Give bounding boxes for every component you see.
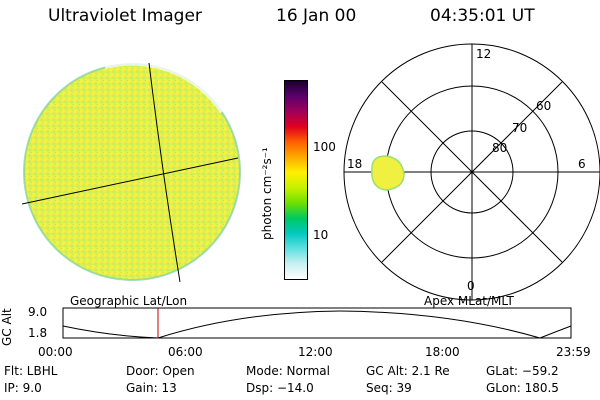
header-time: 04:35:01 UT [430,6,535,26]
info-ip: IP: 9.0 [4,381,42,395]
info-dsp: Dsp: −14.0 [246,381,314,395]
colorbar-tick-100: 100 [313,140,336,154]
timeline-ytick-high: 9.0 [28,305,48,319]
info-door: Door: Open [126,364,195,378]
timeline-frame [62,307,572,339]
info-glon: GLon: 180.5 [486,381,559,395]
info-glat: GLat: −59.2 [486,364,559,378]
info-gcalt: GC Alt: 2.1 Re [366,364,450,378]
right-panel-label: Apex MLat/MLT [424,294,514,308]
earth-disk [24,64,240,280]
lat-label-70: 70 [512,121,527,135]
geo-parallel [21,157,239,205]
info-mode: Mode: Normal [246,364,330,378]
timeline-xtick-1800: 18:00 [425,345,460,359]
header-date: 16 Jan 00 [276,6,357,26]
colorbar-tick-10: 10 [313,228,329,242]
left-panel-label: Geographic Lat/Lon [70,294,188,308]
mlt-label-18: 18 [347,157,362,171]
altitude-curve [62,310,572,339]
mlt-label-6: 6 [578,157,586,171]
timeline-xtick-1200: 12:00 [298,345,333,359]
mlt-label-0: 0 [467,279,475,293]
polar-diagonal-2 [381,81,563,263]
timeline-ytick-low: 1.8 [28,326,48,340]
info-gain: Gain: 13 [126,381,177,395]
mlt-label-12: 12 [476,47,491,61]
dayglow-rim [104,61,224,114]
info-flt: Flt: LBHL [4,364,58,378]
timeline-xtick-2359: 23:59 [556,345,591,359]
colorbar [284,80,308,280]
app-title: Ultraviolet Imager [48,6,202,26]
geo-meridian [148,62,181,283]
timeline-xtick-0600: 06:00 [168,345,203,359]
timeline-xtick-0000: 00:00 [38,345,73,359]
aurora-blob [371,155,405,191]
lat-label-80: 80 [492,141,507,155]
lat-label-60: 60 [536,99,551,113]
info-seq: Seq: 39 [366,381,412,395]
